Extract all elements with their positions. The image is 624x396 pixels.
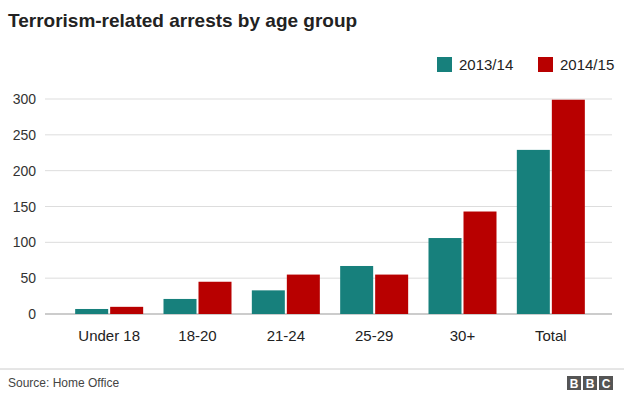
logo-letter: C xyxy=(602,377,611,391)
logo-letter: B xyxy=(586,377,595,391)
bar xyxy=(517,150,550,314)
bar xyxy=(110,307,143,314)
x-tick-label: 21-24 xyxy=(267,327,305,344)
bar xyxy=(464,212,497,314)
legend-swatch xyxy=(538,57,553,72)
logo-letter: B xyxy=(570,377,579,391)
bar xyxy=(429,238,462,314)
legend-label: 2014/15 xyxy=(560,56,614,73)
bar xyxy=(375,275,408,314)
chart: Terrorism-related arrests by age group 0 5… xyxy=(0,0,624,396)
legend-label: 2013/14 xyxy=(459,56,513,73)
logo-block xyxy=(599,376,613,390)
bar xyxy=(199,282,232,314)
grid-line xyxy=(45,99,612,100)
logo-text: BBC xyxy=(570,377,611,391)
y-tick-label: 100 xyxy=(13,234,37,250)
bar xyxy=(340,266,373,314)
grid-line xyxy=(45,134,612,135)
logo-block xyxy=(583,376,597,390)
bar xyxy=(75,309,108,314)
y-tick-label: 300 xyxy=(13,91,37,107)
x-tick-label: 25-29 xyxy=(355,327,393,344)
y-tick-label: 250 xyxy=(13,127,37,143)
bar xyxy=(252,290,285,314)
logo xyxy=(567,376,613,390)
logo-block xyxy=(567,376,581,390)
title: Terrorism-related arrests by age group xyxy=(8,10,357,31)
y-tick-label: 150 xyxy=(13,199,37,215)
y-tick-label: 0 xyxy=(28,306,36,322)
y-tick-label: 50 xyxy=(20,270,36,286)
bars xyxy=(75,100,585,314)
x-tick-label: Under 18 xyxy=(78,327,140,344)
legend-swatch xyxy=(437,57,452,72)
bar xyxy=(164,299,197,314)
footer-rule xyxy=(0,369,624,370)
source: Source: Home Office xyxy=(8,376,119,390)
x-tick-label: 30+ xyxy=(450,327,476,344)
bar xyxy=(287,275,320,314)
bar xyxy=(552,100,585,314)
y-tick-label: 200 xyxy=(13,163,37,179)
x-tick-label: 18-20 xyxy=(178,327,216,344)
x-tick-label: Total xyxy=(535,327,567,344)
